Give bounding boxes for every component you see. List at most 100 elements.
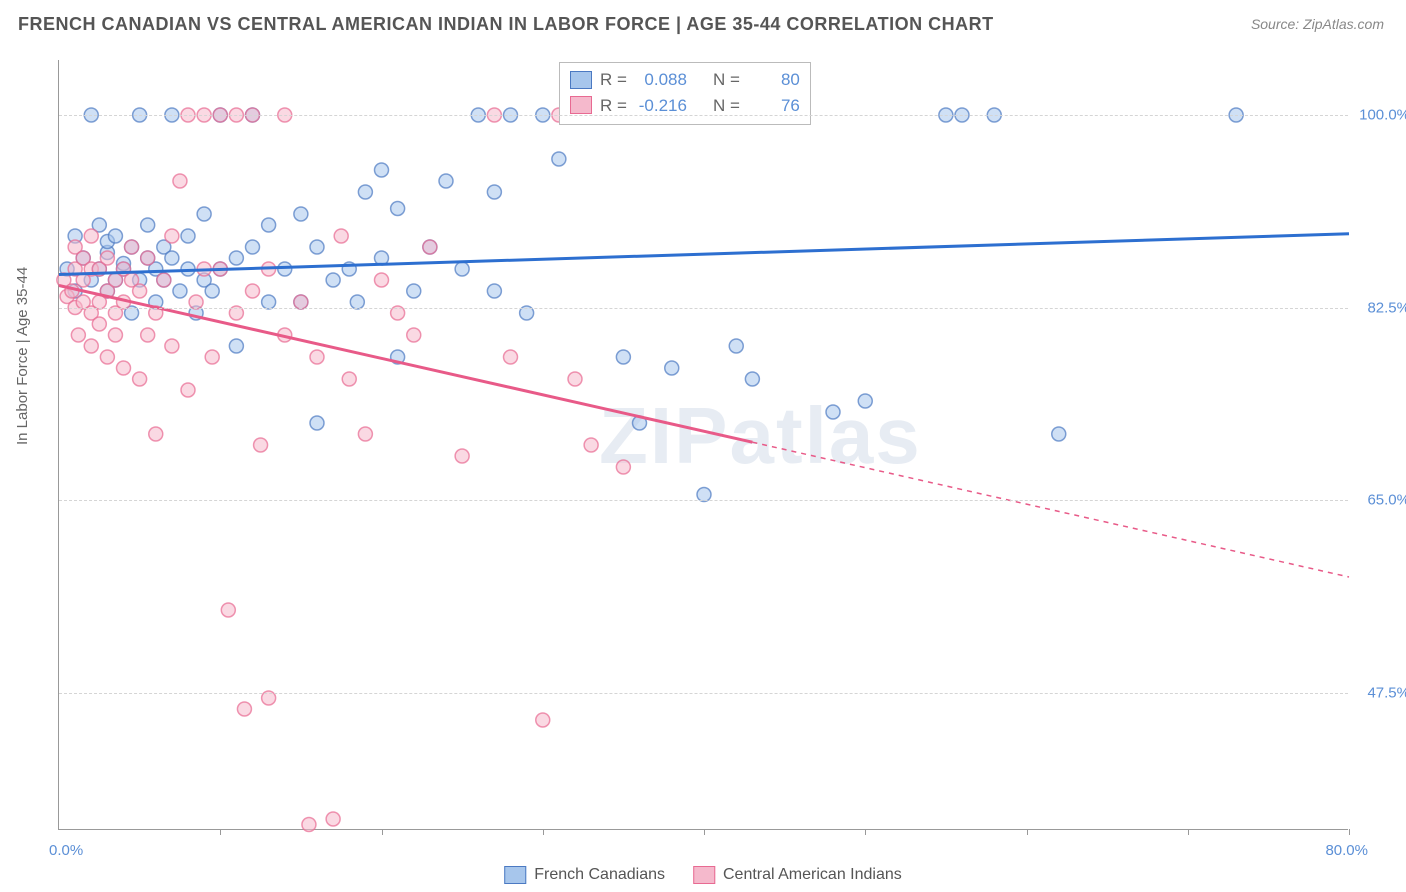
source-attribution: Source: ZipAtlas.com — [1251, 16, 1384, 32]
x-tick — [704, 829, 705, 835]
scatter-point — [84, 339, 98, 353]
correlation-chart: FRENCH CANADIAN VS CENTRAL AMERICAN INDI… — [0, 0, 1406, 892]
scatter-point — [504, 350, 518, 364]
scatter-point — [487, 185, 501, 199]
scatter-point — [205, 284, 219, 298]
scatter-point — [117, 361, 131, 375]
scatter-point — [568, 372, 582, 386]
plot-area: ZIPatlas R = 0.088 N = 80 R = -0.216 N =… — [58, 60, 1348, 830]
scatter-point — [858, 394, 872, 408]
x-tick — [543, 829, 544, 835]
scatter-point — [157, 273, 171, 287]
legend-item-2: Central American Indians — [693, 866, 902, 884]
y-tick-label: 65.0% — [1367, 492, 1406, 509]
stats-row-series-1: R = 0.088 N = 80 — [570, 67, 800, 93]
scatter-point — [584, 438, 598, 452]
plot-svg — [59, 60, 1348, 829]
scatter-point — [487, 284, 501, 298]
scatter-point — [407, 328, 421, 342]
scatter-point — [100, 350, 114, 364]
scatter-point — [616, 460, 630, 474]
scatter-point — [536, 713, 550, 727]
scatter-point — [262, 218, 276, 232]
trend-line-extrapolated — [752, 442, 1349, 577]
scatter-point — [246, 240, 260, 254]
scatter-point — [455, 449, 469, 463]
x-tick — [865, 829, 866, 835]
scatter-point — [125, 240, 139, 254]
grid-line — [59, 308, 1348, 309]
legend: French Canadians Central American Indian… — [504, 866, 902, 884]
scatter-point — [108, 328, 122, 342]
grid-line — [59, 115, 1348, 116]
scatter-point — [181, 229, 195, 243]
scatter-point — [237, 702, 251, 716]
y-tick-label: 47.5% — [1367, 684, 1406, 701]
legend-swatch-blue — [570, 71, 592, 89]
legend-swatch-2 — [693, 866, 715, 884]
scatter-point — [141, 328, 155, 342]
y-tick-label: 100.0% — [1359, 107, 1406, 124]
scatter-point — [165, 251, 179, 265]
scatter-point — [729, 339, 743, 353]
scatter-point — [423, 240, 437, 254]
scatter-point — [108, 229, 122, 243]
scatter-point — [141, 251, 155, 265]
scatter-point — [665, 361, 679, 375]
scatter-point — [294, 207, 308, 221]
y-axis-label: In Labor Force | Age 35-44 — [14, 267, 31, 445]
x-tick — [220, 829, 221, 835]
scatter-point — [173, 284, 187, 298]
scatter-point — [375, 273, 389, 287]
x-tick — [1188, 829, 1189, 835]
scatter-point — [149, 427, 163, 441]
r-label: R = — [600, 67, 627, 93]
chart-title: FRENCH CANADIAN VS CENTRAL AMERICAN INDI… — [18, 14, 994, 35]
scatter-point — [165, 229, 179, 243]
scatter-point — [165, 339, 179, 353]
scatter-point — [254, 438, 268, 452]
scatter-point — [133, 284, 147, 298]
legend-label-1: French Canadians — [534, 866, 665, 884]
scatter-point — [342, 372, 356, 386]
scatter-point — [358, 427, 372, 441]
scatter-point — [100, 251, 114, 265]
scatter-point — [181, 383, 195, 397]
scatter-point — [246, 284, 260, 298]
x-tick-end: 80.0% — [1325, 842, 1368, 859]
scatter-point — [133, 372, 147, 386]
scatter-point — [141, 218, 155, 232]
scatter-point — [407, 284, 421, 298]
scatter-point — [745, 372, 759, 386]
grid-line — [59, 500, 1348, 501]
x-tick-start: 0.0% — [49, 842, 83, 859]
scatter-point — [826, 405, 840, 419]
legend-swatch-1 — [504, 866, 526, 884]
scatter-point — [197, 207, 211, 221]
scatter-point — [92, 317, 106, 331]
legend-label-2: Central American Indians — [723, 866, 902, 884]
x-tick — [1027, 829, 1028, 835]
scatter-point — [71, 328, 85, 342]
y-tick-label: 82.5% — [1367, 299, 1406, 316]
scatter-point — [391, 202, 405, 216]
scatter-point — [375, 163, 389, 177]
scatter-point — [439, 174, 453, 188]
r-value-1: 0.088 — [635, 67, 687, 93]
scatter-point — [229, 251, 243, 265]
scatter-point — [616, 350, 630, 364]
scatter-point — [326, 273, 340, 287]
x-tick — [382, 829, 383, 835]
scatter-point — [310, 240, 324, 254]
scatter-point — [221, 603, 235, 617]
scatter-point — [229, 339, 243, 353]
scatter-point — [310, 416, 324, 430]
scatter-point — [358, 185, 372, 199]
scatter-point — [302, 818, 316, 832]
legend-item-1: French Canadians — [504, 866, 665, 884]
grid-line — [59, 693, 1348, 694]
scatter-point — [455, 262, 469, 276]
scatter-point — [84, 229, 98, 243]
scatter-point — [552, 152, 566, 166]
legend-swatch-pink — [570, 96, 592, 114]
